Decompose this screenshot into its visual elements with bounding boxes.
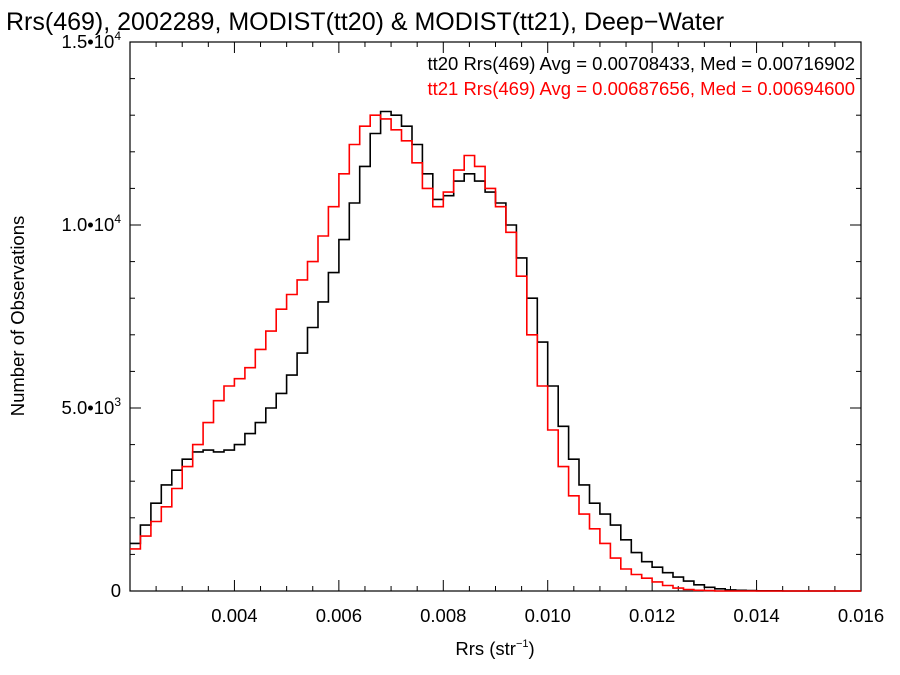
- y-tick-label-base: 5.0•10: [62, 397, 115, 418]
- y-axis-label: Number of Observations: [7, 216, 28, 417]
- plot-frame: [129, 41, 862, 592]
- y-tick-label-base: 1.0•10: [62, 214, 115, 235]
- y-tick-label-exponent: 4: [114, 29, 121, 43]
- x-tick-label: 0.008: [420, 605, 466, 626]
- x-tick-label: 0.004: [211, 605, 257, 626]
- y-tick-label-exponent: 4: [114, 212, 121, 226]
- legend-entry-tt20: tt20 Rrs(469) Avg = 0.00708433, Med = 0.…: [427, 53, 855, 74]
- x-axis-label-base: Rrs (str: [455, 638, 516, 659]
- y-tick-label-base: 1.5•10: [62, 31, 115, 52]
- legend: tt20 Rrs(469) Avg = 0.00708433, Med = 0.…: [427, 53, 855, 99]
- y-tick-label-exponent: 3: [114, 395, 121, 409]
- x-tick-label: 0.016: [838, 605, 884, 626]
- x-axis-label-sup: −1: [516, 638, 529, 650]
- x-axis-label: Rrs (str−1): [455, 638, 534, 659]
- y-tick-label: 0: [111, 580, 121, 601]
- y-tick-label: 1.0•104: [62, 212, 122, 235]
- y-tick-label: 1.5•104: [62, 29, 122, 52]
- series-line-tt20: [130, 110, 861, 592]
- x-tick-label: 0.014: [733, 605, 779, 626]
- x-axis-label-end: ): [529, 638, 535, 659]
- axis-ticks: 0.004 0.006 0.008 0.010 0.012 0.014 0.016 0 5.0•…: [62, 29, 885, 626]
- x-tick-label: 0.010: [525, 605, 571, 626]
- y-tick-label: 5.0•103: [62, 395, 122, 418]
- x-tick-label: 0.012: [629, 605, 675, 626]
- series-line-tt21: [130, 114, 861, 592]
- series-layer: [130, 110, 861, 592]
- chart-title: Rrs(469), 2002289, MODIST(tt20) & MODIST…: [6, 8, 724, 36]
- legend-entry-tt21: tt21 Rrs(469) Avg = 0.00687656, Med = 0.…: [427, 78, 855, 99]
- y-tick-label-base: 0: [111, 580, 121, 601]
- x-tick-label: 0.006: [316, 605, 362, 626]
- plot-area: [129, 41, 862, 592]
